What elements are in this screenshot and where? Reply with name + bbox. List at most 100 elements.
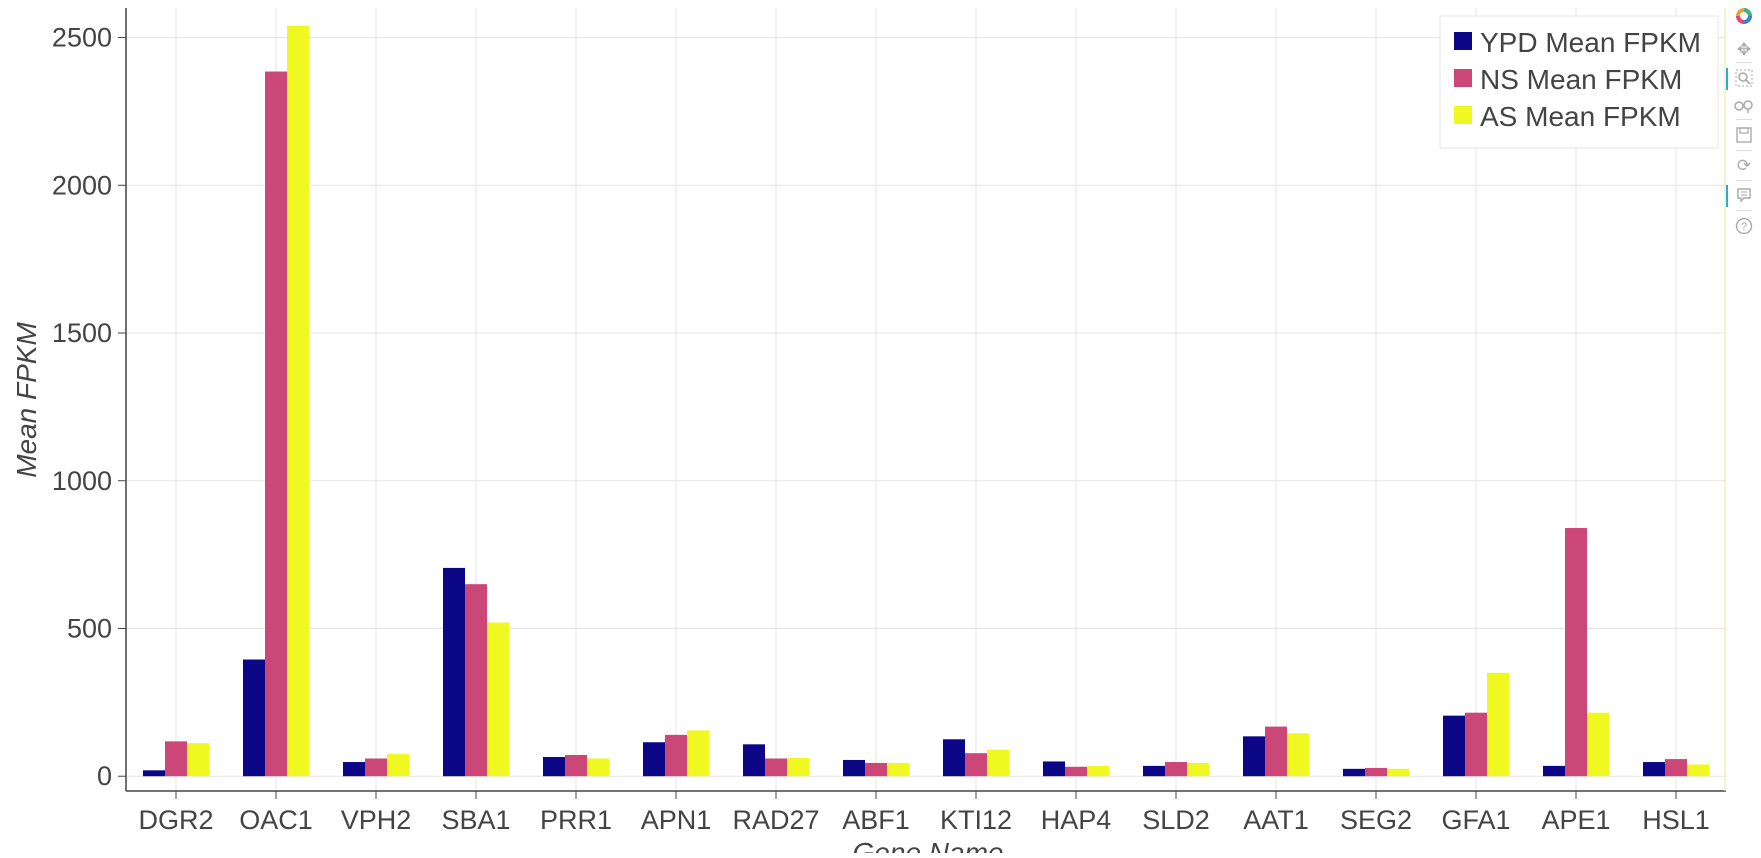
x-tick-label: OAC1 [239,805,313,835]
x-tick-label: HAP4 [1041,805,1112,835]
bar [1687,764,1709,777]
save-icon[interactable] [1732,123,1756,147]
x-tick-label: SEG2 [1340,805,1412,835]
bar [1643,762,1665,777]
bar [1143,765,1165,777]
legend-box [1439,15,1719,149]
x-tick-label: PRR1 [540,805,612,835]
x-tick-label: DGR2 [138,805,213,835]
toolbar-divider [1736,119,1752,120]
x-tick-label: ABF1 [842,805,910,835]
y-axis-title: Mean FPKM [11,322,42,478]
bar [1187,762,1209,777]
toolbar-divider [1736,62,1752,63]
bar [687,730,709,777]
bar [1487,672,1509,777]
bar [187,743,209,777]
x-tick-label: SBA1 [441,805,510,835]
svg-text:?: ? [1741,221,1747,233]
bar [387,754,409,777]
bar [543,757,565,777]
x-tick-label: KTI12 [940,805,1012,835]
bar [665,734,687,777]
help-icon[interactable]: ? [1732,214,1756,238]
bar [443,567,465,777]
axes: 0 500 1000 1500 2000 2500 DGR2 OAC1 VPH2 SBA1 PRR1… [52,8,1726,835]
bar [465,584,487,777]
bar [1543,765,1565,777]
y-tick-label: 1500 [52,318,112,348]
bar [965,753,987,777]
bar [265,71,287,777]
bar [843,759,865,777]
toolbar-divider [1736,210,1752,211]
legend-swatch [1454,106,1472,124]
bar [887,762,909,777]
bar-chart: 0 500 1000 1500 2000 2500 DGR2 OAC1 VPH2 SBA1 PRR1… [11,8,1726,858]
x-tick-label: APN1 [641,805,712,835]
bar [165,741,187,777]
box-zoom-icon[interactable] [1726,66,1756,90]
bar [1087,765,1109,777]
bar [1243,736,1265,777]
toolbar-divider [1736,150,1752,151]
reset-icon[interactable]: ⟳ [1736,156,1752,175]
legend-swatch [1454,32,1472,50]
bar [865,762,887,777]
bar [365,758,387,777]
legend-label: AS Mean FPKM [1480,101,1681,132]
bar [1043,761,1065,777]
y-tick-label: 2000 [52,170,112,200]
pan-icon[interactable]: ✥ [1736,40,1752,59]
x-tick-label: GFA1 [1441,805,1510,835]
bar [743,744,765,777]
y-tick-label: 500 [67,613,112,643]
bar [643,742,665,777]
bar [765,758,787,777]
y-tick-label: 1000 [52,466,112,496]
bar [243,659,265,777]
bar [1665,759,1687,777]
x-tick-label: AAT1 [1243,805,1309,835]
x-tick-label: APE1 [1541,805,1610,835]
bar [143,770,165,777]
bar [787,757,809,777]
bar [1165,762,1187,777]
bar [943,739,965,777]
wheel-zoom-icon[interactable] [1732,94,1756,118]
bar [1443,715,1465,777]
legend-swatch [1454,69,1472,87]
legend-label: NS Mean FPKM [1480,64,1682,95]
bar [987,749,1009,777]
legend: YPD Mean FPKM NS Mean FPKM AS Mean FPKM [1439,15,1719,149]
bar [1343,768,1365,777]
bar [1465,712,1487,777]
bar [1387,768,1409,777]
bar [343,762,365,777]
hover-icon[interactable] [1726,183,1756,207]
bar [487,622,509,777]
x-tick-label: RAD27 [732,805,819,835]
bar [1587,712,1609,777]
bars [143,25,1709,777]
bokeh-logo-icon[interactable] [1732,4,1756,28]
x-tick-label: VPH2 [341,805,412,835]
legend-label: YPD Mean FPKM [1480,27,1701,58]
y-tick-label: 0 [97,761,112,791]
toolbar-divider [1736,180,1752,181]
bar [1065,766,1087,777]
bar [1565,528,1587,777]
bar [587,758,609,777]
bar [1365,767,1387,777]
x-tick-label: HSL1 [1642,805,1710,835]
grid [126,8,1726,791]
chart-toolbar: ✥ ⟳ ? [1726,0,1761,853]
bar [1265,726,1287,777]
x-axis-title: Gene Name [853,837,1004,853]
bar [565,754,587,777]
bar [1287,733,1309,777]
bar [287,25,309,777]
x-tick-label: SLD2 [1142,805,1210,835]
y-tick-label: 2500 [52,23,112,53]
